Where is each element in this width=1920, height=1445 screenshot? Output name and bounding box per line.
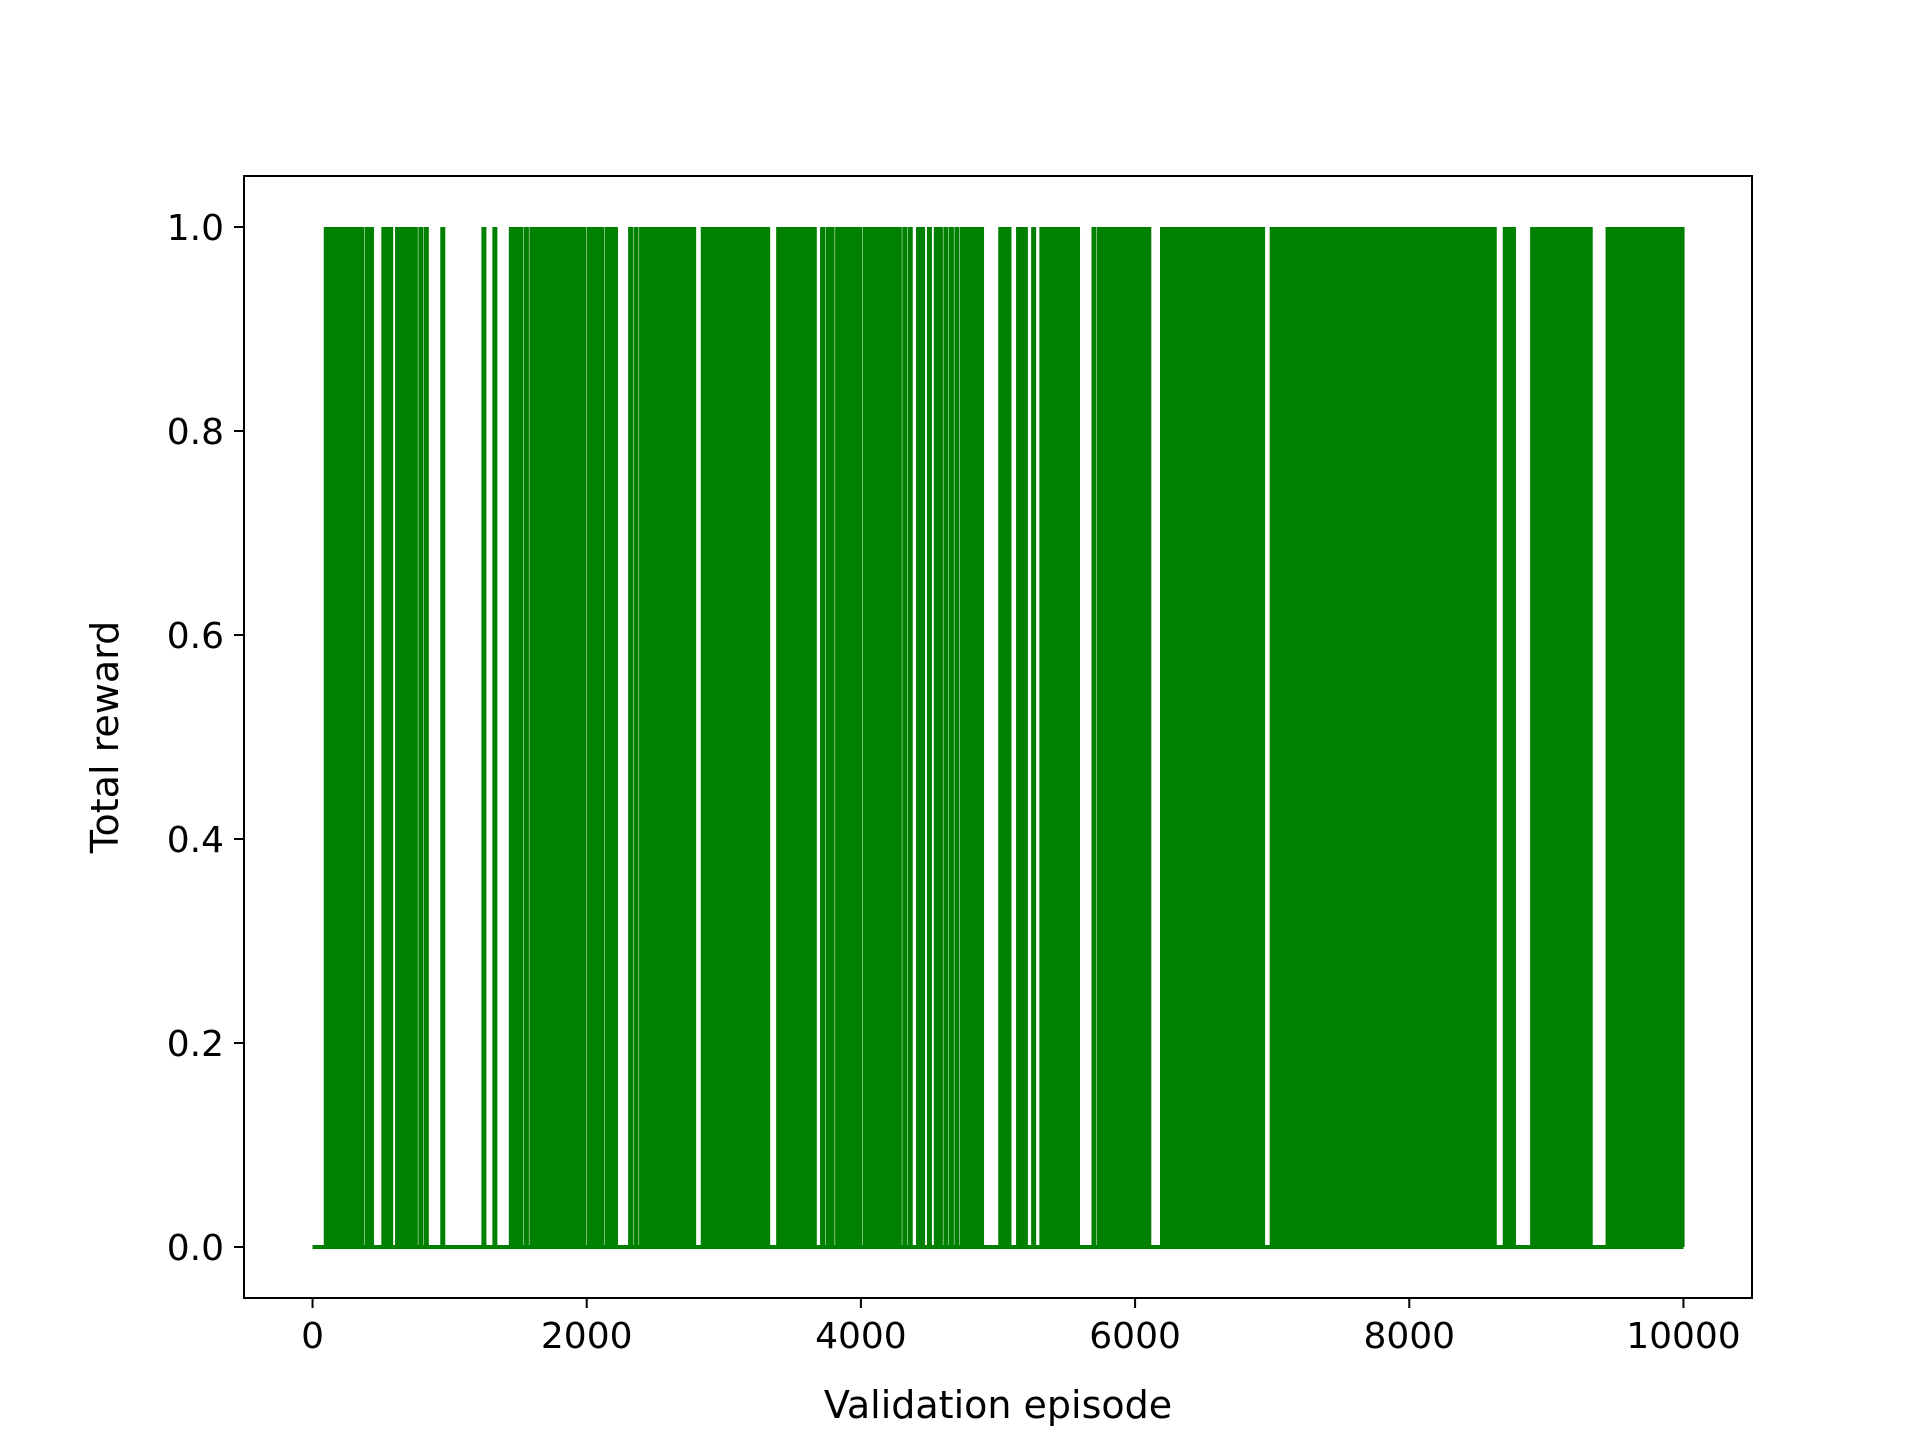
x-axis: 0 2000 4000 6000 8000 10000	[301, 1298, 1741, 1357]
x-axis-label: Validation episode	[824, 1383, 1172, 1427]
y-tick-label: 0.4	[167, 820, 224, 861]
y-tick-label: 0.2	[167, 1024, 224, 1065]
y-axis-label: Total reward	[83, 621, 127, 854]
x-tick-label: 10000	[1626, 1316, 1741, 1357]
x-tick-label: 2000	[541, 1316, 633, 1357]
plot-area	[312, 227, 1685, 1249]
series-total-reward	[312, 227, 1685, 1249]
x-tick-label: 4000	[815, 1316, 907, 1357]
y-tick-label: 1.0	[167, 208, 224, 249]
y-tick-label: 0.0	[167, 1228, 224, 1269]
x-tick-label: 0	[301, 1316, 324, 1357]
x-tick-label: 8000	[1363, 1316, 1455, 1357]
axes-frame	[243, 175, 1753, 1299]
y-axis: 0.0 0.2 0.4 0.6 0.8 1.0	[167, 208, 244, 1269]
x-tick-label: 6000	[1089, 1316, 1181, 1357]
y-tick-label: 0.6	[167, 616, 224, 657]
y-tick-label: 0.8	[167, 412, 224, 453]
